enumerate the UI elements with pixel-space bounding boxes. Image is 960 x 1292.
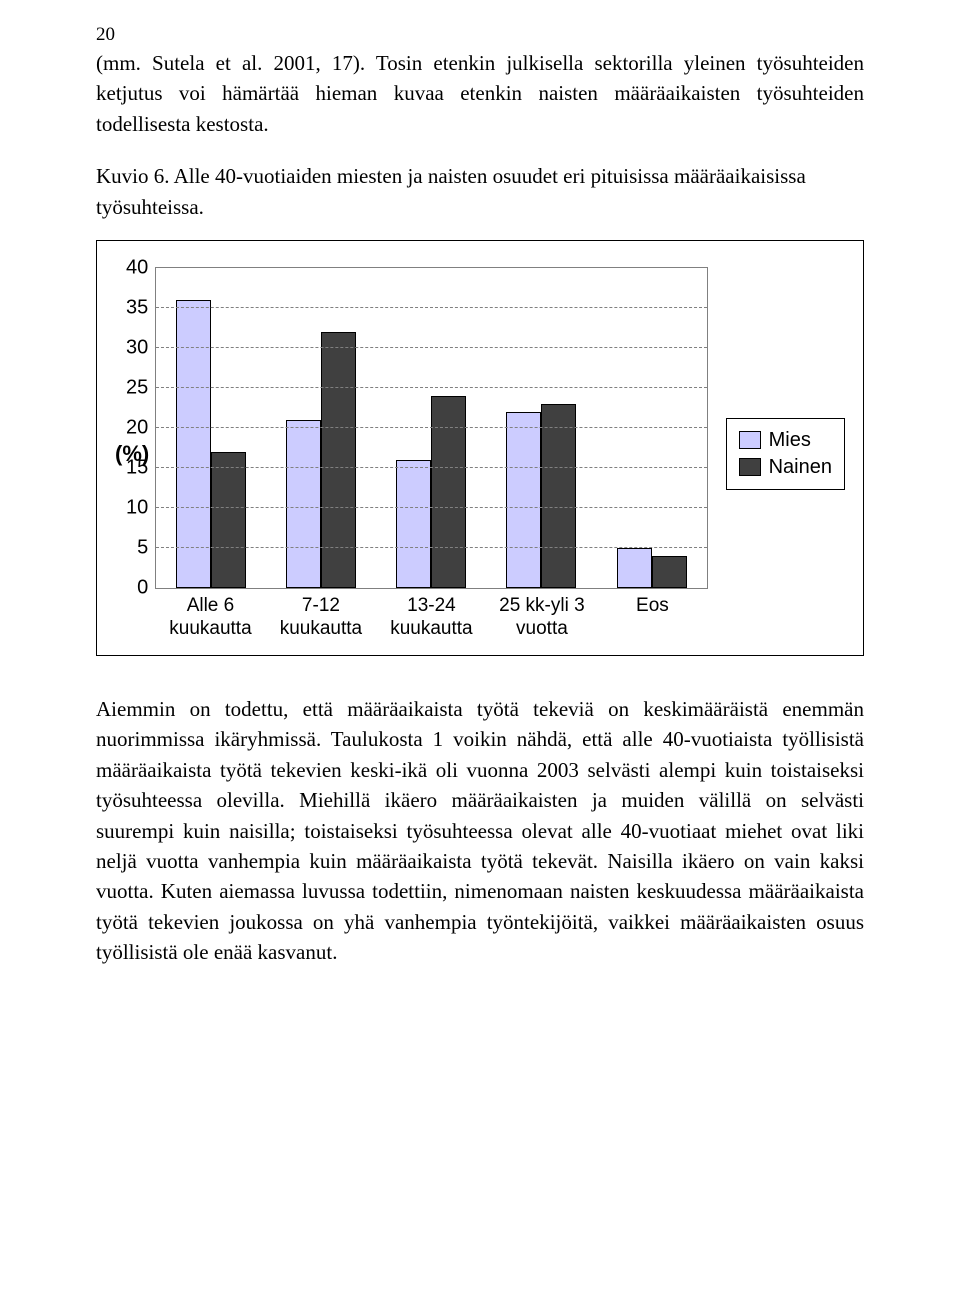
legend-label: Mies (769, 429, 811, 452)
gridline (156, 507, 706, 508)
x-tick-label: 13-24 kuukautta (376, 595, 486, 641)
gridline (156, 427, 706, 428)
y-tick-label: 30 (126, 337, 148, 360)
x-labels: Alle 6 kuukautta7-12 kuukautta13-24 kuuk… (155, 595, 707, 641)
paragraph-intro: (mm. Sutela et al. 2001, 17). Tosin eten… (96, 48, 864, 139)
y-tick-label: 15 (126, 457, 148, 480)
legend-item: Nainen (739, 456, 832, 479)
bar (506, 412, 541, 588)
bar (431, 396, 466, 588)
legend-swatch (739, 431, 761, 449)
gridline (156, 307, 706, 308)
bar (652, 556, 687, 588)
bar (211, 452, 246, 588)
bar (617, 548, 652, 588)
bar-group (376, 268, 486, 588)
y-tick-label: 20 (126, 417, 148, 440)
plot-area: 0510152025303540 (155, 267, 707, 589)
y-tick-label: 5 (137, 537, 148, 560)
bar (396, 460, 431, 588)
chart-frame: (%) 0510152025303540 Alle 6 kuukautta7-1… (96, 240, 864, 656)
bar (321, 332, 356, 588)
bar (541, 404, 576, 588)
bar-group (156, 268, 266, 588)
y-tick-label: 35 (126, 297, 148, 320)
bar-group (486, 268, 596, 588)
bars-container (156, 268, 706, 588)
legend-label: Nainen (769, 456, 832, 479)
legend-item: Mies (739, 429, 832, 452)
y-tick-label: 0 (137, 577, 148, 600)
bar-group (597, 268, 707, 588)
page: 20 (mm. Sutela et al. 2001, 17). Tosin e… (0, 0, 960, 1292)
gridline (156, 547, 706, 548)
bar (176, 300, 211, 588)
x-tick-label: Alle 6 kuukautta (155, 595, 265, 641)
paragraph-analysis: Aiemmin on todettu, että määräaikaista t… (96, 694, 864, 968)
page-number: 20 (96, 24, 115, 46)
bar (286, 420, 321, 588)
y-tick-label: 40 (126, 257, 148, 280)
figure-caption: Kuvio 6. Alle 40-vuotiaiden miesten ja n… (96, 161, 864, 222)
gridline (156, 347, 706, 348)
legend: Mies Nainen (726, 418, 845, 490)
gridline (156, 387, 706, 388)
y-tick-label: 10 (126, 497, 148, 520)
legend-swatch (739, 458, 761, 476)
bar-group (266, 268, 376, 588)
chart-plot: 0510152025303540 Alle 6 kuukautta7-12 ku… (155, 267, 707, 641)
x-tick-label: 7-12 kuukautta (266, 595, 376, 641)
y-tick-label: 25 (126, 377, 148, 400)
gridline (156, 467, 706, 468)
x-tick-label: Eos (597, 595, 707, 641)
x-tick-label: 25 kk-yli 3 vuotta (487, 595, 597, 641)
